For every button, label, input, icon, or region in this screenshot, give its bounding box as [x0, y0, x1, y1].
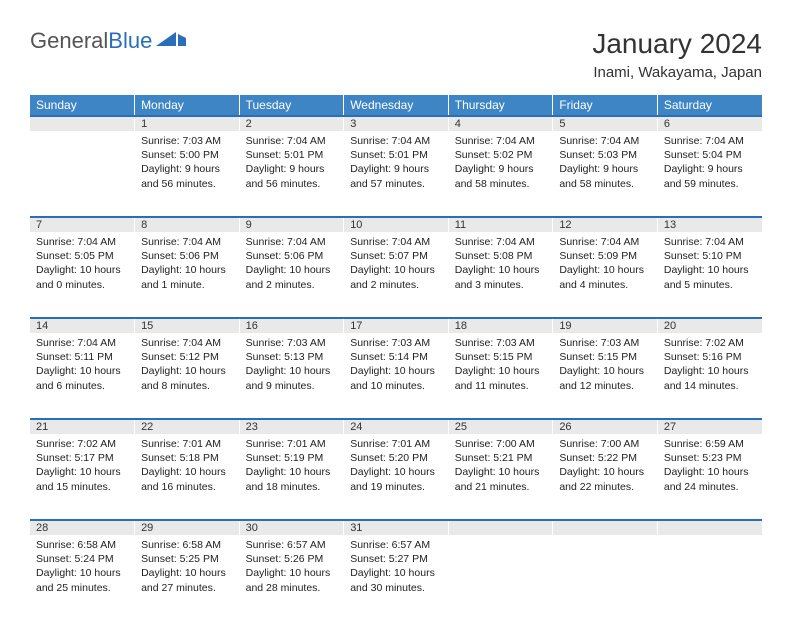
day-number-cell: 24 — [344, 419, 449, 434]
day-number-cell: 21 — [30, 419, 135, 434]
day-number-cell: 10 — [344, 217, 449, 232]
weekday-header: Wednesday — [344, 95, 449, 116]
day-number-cell: 26 — [553, 419, 658, 434]
weekday-header: Saturday — [657, 95, 762, 116]
day-number-cell: 14 — [30, 318, 135, 333]
day-content-cell: Sunrise: 7:04 AMSunset: 5:01 PMDaylight:… — [239, 131, 344, 217]
logo-mark-icon — [156, 28, 186, 54]
day-number-row: 14151617181920 — [30, 318, 762, 333]
day-number-cell — [553, 520, 658, 535]
day-number-cell: 15 — [135, 318, 240, 333]
day-number-cell: 17 — [344, 318, 449, 333]
day-number-cell: 8 — [135, 217, 240, 232]
day-content-cell: Sunrise: 7:00 AMSunset: 5:22 PMDaylight:… — [553, 434, 658, 520]
day-content-cell: Sunrise: 6:58 AMSunset: 5:25 PMDaylight:… — [135, 535, 240, 621]
day-content-cell: Sunrise: 7:04 AMSunset: 5:03 PMDaylight:… — [553, 131, 658, 217]
day-content-cell: Sunrise: 7:04 AMSunset: 5:06 PMDaylight:… — [239, 232, 344, 318]
day-number-row: 78910111213 — [30, 217, 762, 232]
location-text: Inami, Wakayama, Japan — [592, 64, 762, 81]
day-number-cell: 28 — [30, 520, 135, 535]
day-content-cell: Sunrise: 7:02 AMSunset: 5:17 PMDaylight:… — [30, 434, 135, 520]
day-content-cell: Sunrise: 7:04 AMSunset: 5:07 PMDaylight:… — [344, 232, 449, 318]
brand-part2: Blue — [108, 28, 152, 54]
calendar-table: SundayMondayTuesdayWednesdayThursdayFrid… — [30, 95, 762, 621]
day-content-cell: Sunrise: 7:00 AMSunset: 5:21 PMDaylight:… — [448, 434, 553, 520]
day-content-cell: Sunrise: 7:04 AMSunset: 5:04 PMDaylight:… — [657, 131, 762, 217]
day-number-cell: 16 — [239, 318, 344, 333]
day-number-cell: 11 — [448, 217, 553, 232]
weekday-header: Monday — [135, 95, 240, 116]
day-content-cell: Sunrise: 7:04 AMSunset: 5:10 PMDaylight:… — [657, 232, 762, 318]
day-content-cell: Sunrise: 7:03 AMSunset: 5:15 PMDaylight:… — [448, 333, 553, 419]
weekday-header: Tuesday — [239, 95, 344, 116]
day-content-cell: Sunrise: 7:01 AMSunset: 5:19 PMDaylight:… — [239, 434, 344, 520]
day-number-row: 123456 — [30, 116, 762, 131]
day-content-cell: Sunrise: 6:57 AMSunset: 5:26 PMDaylight:… — [239, 535, 344, 621]
day-number-cell: 27 — [657, 419, 762, 434]
title-block: January 2024 Inami, Wakayama, Japan — [592, 28, 762, 81]
day-number-cell: 30 — [239, 520, 344, 535]
day-number-cell: 12 — [553, 217, 658, 232]
day-number-cell — [30, 116, 135, 131]
day-number-cell: 2 — [239, 116, 344, 131]
day-content-cell: Sunrise: 7:04 AMSunset: 5:02 PMDaylight:… — [448, 131, 553, 217]
calendar-body: 123456Sunrise: 7:03 AMSunset: 5:00 PMDay… — [30, 116, 762, 621]
day-number-cell: 3 — [344, 116, 449, 131]
day-content-cell: Sunrise: 7:01 AMSunset: 5:20 PMDaylight:… — [344, 434, 449, 520]
day-number-cell: 6 — [657, 116, 762, 131]
day-number-cell — [448, 520, 553, 535]
day-content-row: Sunrise: 7:04 AMSunset: 5:05 PMDaylight:… — [30, 232, 762, 318]
day-number-row: 28293031 — [30, 520, 762, 535]
day-content-cell: Sunrise: 7:04 AMSunset: 5:05 PMDaylight:… — [30, 232, 135, 318]
day-number-cell: 4 — [448, 116, 553, 131]
day-number-cell: 19 — [553, 318, 658, 333]
day-content-cell: Sunrise: 6:58 AMSunset: 5:24 PMDaylight:… — [30, 535, 135, 621]
day-content-cell — [657, 535, 762, 621]
day-content-cell — [553, 535, 658, 621]
weekday-header-row: SundayMondayTuesdayWednesdayThursdayFrid… — [30, 95, 762, 116]
day-number-cell: 29 — [135, 520, 240, 535]
header: GeneralBlue January 2024 Inami, Wakayama… — [30, 28, 762, 81]
day-content-cell: Sunrise: 7:03 AMSunset: 5:14 PMDaylight:… — [344, 333, 449, 419]
day-content-row: Sunrise: 6:58 AMSunset: 5:24 PMDaylight:… — [30, 535, 762, 621]
day-number-cell: 31 — [344, 520, 449, 535]
day-content-cell: Sunrise: 7:04 AMSunset: 5:06 PMDaylight:… — [135, 232, 240, 318]
day-number-cell: 9 — [239, 217, 344, 232]
day-content-cell: Sunrise: 7:04 AMSunset: 5:11 PMDaylight:… — [30, 333, 135, 419]
day-number-cell — [657, 520, 762, 535]
day-content-cell: Sunrise: 6:57 AMSunset: 5:27 PMDaylight:… — [344, 535, 449, 621]
day-content-cell: Sunrise: 6:59 AMSunset: 5:23 PMDaylight:… — [657, 434, 762, 520]
brand-part1: General — [30, 28, 108, 54]
day-content-cell: Sunrise: 7:03 AMSunset: 5:15 PMDaylight:… — [553, 333, 658, 419]
day-number-cell: 22 — [135, 419, 240, 434]
day-number-cell: 25 — [448, 419, 553, 434]
day-content-row: Sunrise: 7:04 AMSunset: 5:11 PMDaylight:… — [30, 333, 762, 419]
day-content-cell: Sunrise: 7:04 AMSunset: 5:01 PMDaylight:… — [344, 131, 449, 217]
month-title: January 2024 — [592, 28, 762, 60]
weekday-header: Sunday — [30, 95, 135, 116]
calendar-page: GeneralBlue January 2024 Inami, Wakayama… — [0, 0, 792, 641]
day-number-cell: 1 — [135, 116, 240, 131]
day-number-cell: 18 — [448, 318, 553, 333]
day-number-row: 21222324252627 — [30, 419, 762, 434]
day-content-cell: Sunrise: 7:04 AMSunset: 5:08 PMDaylight:… — [448, 232, 553, 318]
day-content-row: Sunrise: 7:02 AMSunset: 5:17 PMDaylight:… — [30, 434, 762, 520]
day-content-row: Sunrise: 7:03 AMSunset: 5:00 PMDaylight:… — [30, 131, 762, 217]
day-content-cell: Sunrise: 7:04 AMSunset: 5:12 PMDaylight:… — [135, 333, 240, 419]
day-number-cell: 23 — [239, 419, 344, 434]
day-content-cell: Sunrise: 7:03 AMSunset: 5:13 PMDaylight:… — [239, 333, 344, 419]
day-content-cell: Sunrise: 7:02 AMSunset: 5:16 PMDaylight:… — [657, 333, 762, 419]
day-number-cell: 20 — [657, 318, 762, 333]
weekday-header: Friday — [553, 95, 658, 116]
day-content-cell: Sunrise: 7:01 AMSunset: 5:18 PMDaylight:… — [135, 434, 240, 520]
day-content-cell — [448, 535, 553, 621]
weekday-header: Thursday — [448, 95, 553, 116]
brand-logo: GeneralBlue — [30, 28, 186, 54]
day-content-cell — [30, 131, 135, 217]
day-number-cell: 5 — [553, 116, 658, 131]
day-content-cell: Sunrise: 7:03 AMSunset: 5:00 PMDaylight:… — [135, 131, 240, 217]
day-number-cell: 13 — [657, 217, 762, 232]
day-number-cell: 7 — [30, 217, 135, 232]
day-content-cell: Sunrise: 7:04 AMSunset: 5:09 PMDaylight:… — [553, 232, 658, 318]
